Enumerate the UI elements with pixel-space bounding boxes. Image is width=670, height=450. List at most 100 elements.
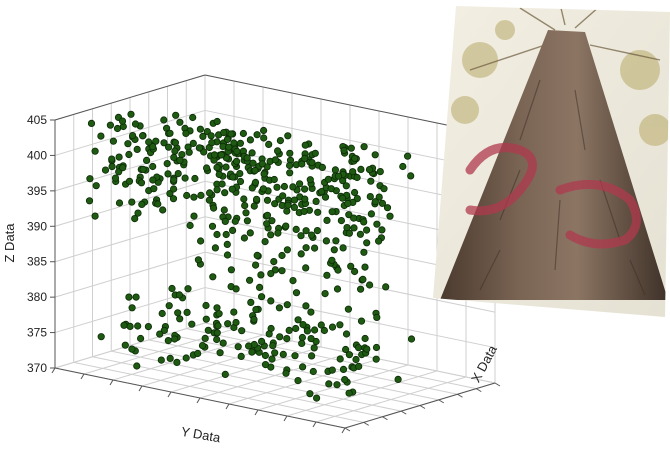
- scatter-point: [357, 165, 365, 173]
- scatter-point: [251, 178, 260, 186]
- scatter-point: [330, 246, 338, 254]
- axis-edge: [475, 388, 482, 393]
- scatter-point: [312, 394, 321, 402]
- scatter-point: [206, 189, 214, 197]
- scatter-point: [317, 188, 326, 196]
- axis-edge: [457, 393, 463, 398]
- scatter-point: [294, 316, 302, 324]
- scatter-point: [357, 317, 366, 325]
- scatter-point: [378, 226, 386, 234]
- scatter-point: [328, 208, 336, 216]
- scatter-point: [342, 182, 350, 190]
- scatter-point: [199, 132, 207, 140]
- scatter-point: [271, 349, 279, 357]
- scatter-point: [210, 204, 218, 212]
- scatter-point: [160, 116, 168, 124]
- scatter-point: [215, 310, 223, 318]
- scatter-point: [337, 217, 345, 225]
- scatter-point: [279, 192, 287, 200]
- scatter-point: [372, 355, 380, 363]
- scatter-point: [213, 186, 221, 194]
- scatter-point: [342, 330, 351, 338]
- scatter-point: [246, 136, 254, 144]
- scatter-point: [119, 164, 127, 172]
- scatter-point: [259, 185, 267, 193]
- scatter-point: [236, 177, 245, 186]
- scatter-point: [229, 226, 237, 234]
- scatter-point: [350, 224, 358, 232]
- scatter-point: [271, 156, 279, 164]
- axis-edge: [283, 415, 288, 422]
- scatter-point: [290, 196, 299, 204]
- scatter-point: [91, 212, 99, 220]
- scatter-point: [248, 348, 256, 356]
- scatter-point: [324, 175, 332, 183]
- scatter-point: [350, 267, 359, 276]
- scatter-point: [291, 352, 299, 360]
- scatter-point: [250, 340, 258, 349]
- scatter-point: [234, 343, 242, 351]
- scatter-point: [232, 285, 240, 293]
- grid-line: [54, 322, 206, 369]
- scatter-point: [198, 341, 207, 350]
- scatter-point: [125, 177, 134, 185]
- scatter-point: [186, 221, 194, 230]
- scatter-point: [168, 284, 176, 293]
- scatter-point: [213, 230, 221, 239]
- scatter-point: [274, 229, 282, 237]
- scatter-point: [336, 355, 344, 363]
- scatter-point: [111, 174, 120, 182]
- scatter-point: [149, 176, 157, 184]
- scatter-point: [340, 146, 348, 154]
- scatter-point: [134, 322, 142, 330]
- scatter-point: [283, 334, 291, 343]
- scatter-point: [302, 264, 310, 272]
- grid-line: [286, 370, 438, 417]
- scatter-point: [334, 172, 343, 180]
- scatter-point: [85, 197, 94, 205]
- scatter-point: [345, 351, 353, 359]
- scatter-point: [171, 139, 179, 147]
- scatter-point: [215, 170, 223, 179]
- scatter-point: [163, 160, 171, 168]
- scatter-point: [145, 138, 153, 146]
- scatter-point: [292, 225, 300, 233]
- grid-line: [199, 352, 351, 399]
- scatter-point: [260, 170, 268, 178]
- scatter-point: [309, 367, 317, 376]
- scatter-point: [176, 156, 184, 164]
- scatter-point: [278, 251, 286, 260]
- scatter-point: [306, 176, 314, 184]
- scatter-point: [191, 174, 199, 183]
- scatter-point: [213, 117, 221, 126]
- scatter-point: [170, 153, 178, 161]
- scatter-point: [349, 168, 357, 176]
- scatter-point: [283, 301, 291, 309]
- axis-edge: [254, 409, 259, 416]
- scatter-point: [143, 156, 151, 164]
- scatter-point: [227, 266, 235, 274]
- scatter-point: [345, 389, 353, 397]
- scatter-point: [189, 139, 197, 147]
- scatter-point: [173, 358, 181, 366]
- scatter-point: [307, 308, 315, 316]
- scatter-point: [286, 169, 294, 177]
- scatter-point: [158, 309, 166, 318]
- z-tick-label: 400: [27, 148, 47, 162]
- grid-line: [257, 364, 409, 411]
- scatter-point: [128, 345, 136, 353]
- scatter-point: [351, 154, 359, 162]
- scatter-point: [149, 143, 157, 151]
- axis-edge: [109, 379, 114, 386]
- scatter-point: [353, 195, 361, 203]
- scatter-point: [109, 137, 118, 145]
- scatter-point: [125, 150, 133, 159]
- scatter-point: [328, 366, 336, 374]
- scatter-point: [261, 360, 270, 369]
- scatter-point: [222, 163, 230, 171]
- scatter-point: [375, 193, 383, 201]
- scatter-point: [128, 198, 136, 206]
- scatter-point: [223, 251, 232, 259]
- scatter-point: [339, 244, 347, 252]
- scatter-point: [224, 320, 232, 328]
